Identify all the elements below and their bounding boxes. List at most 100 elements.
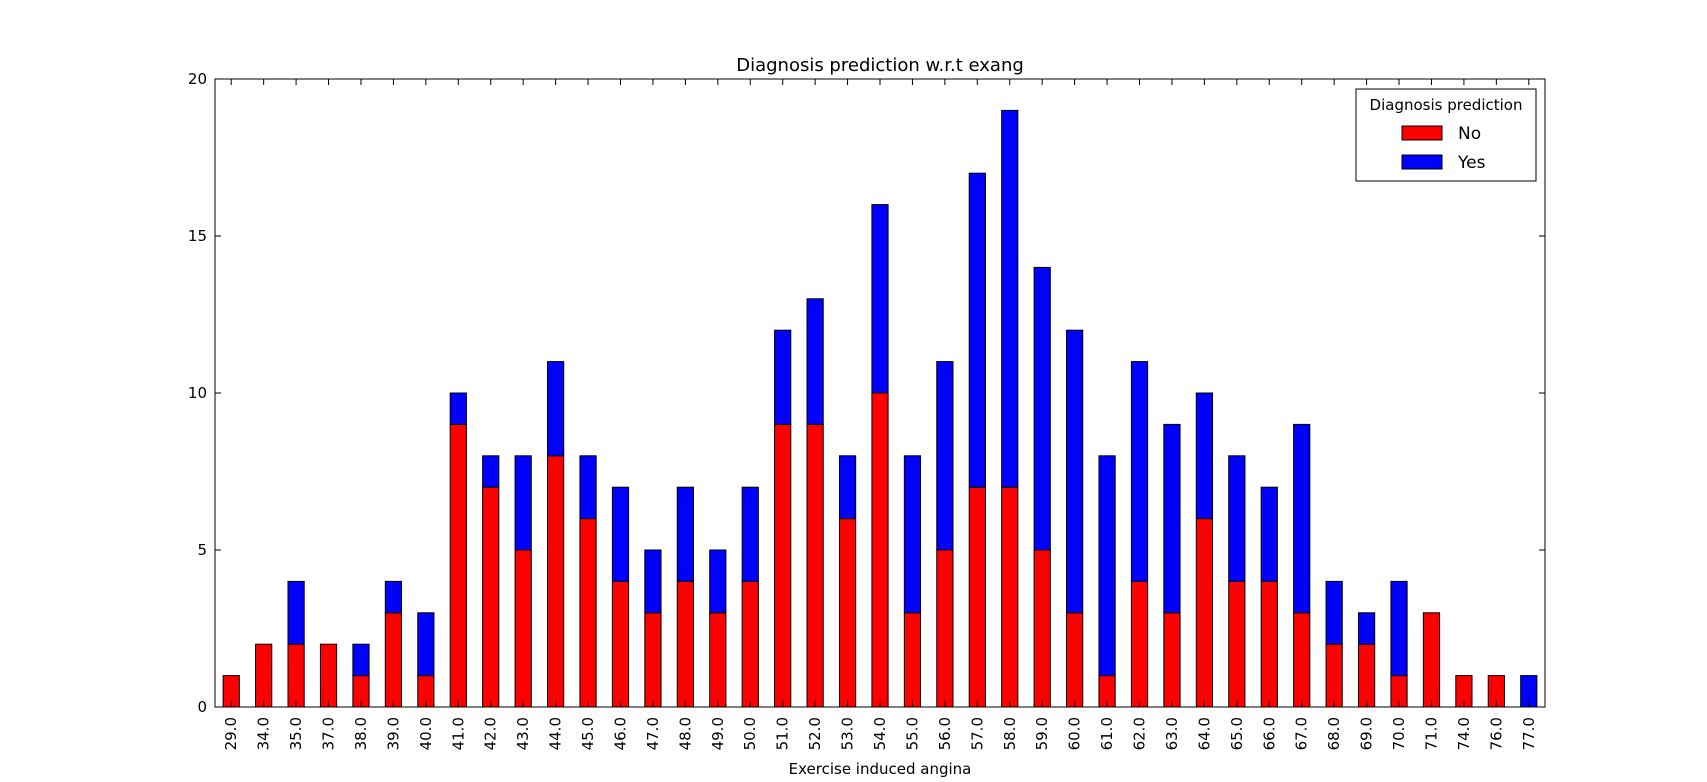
bars-layer bbox=[222, 109, 1538, 708]
x-tick-label: 48.0 bbox=[676, 717, 694, 750]
legend-title: Diagnosis prediction bbox=[1370, 96, 1523, 114]
x-tick-label: 50.0 bbox=[741, 717, 759, 750]
bar-yes-60.0 bbox=[1066, 329, 1084, 614]
bar-no-48.0 bbox=[676, 580, 694, 708]
x-tick-label: 42.0 bbox=[482, 717, 500, 750]
bar-no-54.0 bbox=[871, 392, 889, 708]
x-tick-label: 38.0 bbox=[352, 717, 370, 750]
x-axis-label: Exercise induced angina bbox=[789, 760, 972, 778]
bar-no-60.0 bbox=[1066, 612, 1084, 708]
x-tick-label: 67.0 bbox=[1293, 717, 1311, 750]
bar-yes-55.0 bbox=[903, 455, 922, 614]
bar-no-58.0 bbox=[1001, 486, 1019, 708]
x-tick-label: 40.0 bbox=[417, 717, 435, 750]
bar-yes-45.0 bbox=[579, 455, 597, 520]
legend-swatch-no bbox=[1401, 125, 1443, 141]
x-tick-label: 46.0 bbox=[611, 717, 629, 750]
x-tick-label: 47.0 bbox=[644, 717, 662, 750]
x-tick-label: 60.0 bbox=[1066, 717, 1084, 750]
x-tick-label: 61.0 bbox=[1098, 717, 1116, 750]
bar-no-62.0 bbox=[1130, 580, 1149, 708]
bar-yes-68.0 bbox=[1325, 580, 1343, 645]
legend: Diagnosis prediction No Yes bbox=[1355, 88, 1537, 182]
bar-yes-41.0 bbox=[449, 392, 467, 425]
bar-yes-39.0 bbox=[384, 580, 403, 614]
x-tick-label: 54.0 bbox=[871, 717, 889, 750]
x-tick-label: 56.0 bbox=[936, 717, 954, 750]
bar-yes-42.0 bbox=[482, 455, 500, 488]
bar-yes-51.0 bbox=[774, 329, 792, 425]
bar-no-64.0 bbox=[1195, 518, 1214, 708]
bar-no-42.0 bbox=[482, 486, 500, 708]
bar-yes-56.0 bbox=[936, 361, 954, 551]
y-tick-label: 20 bbox=[188, 70, 207, 88]
x-tick-label: 34.0 bbox=[255, 717, 273, 750]
bar-yes-65.0 bbox=[1228, 455, 1246, 582]
bar-yes-53.0 bbox=[838, 455, 857, 520]
bar-no-35.0 bbox=[287, 643, 305, 708]
x-tick-label: 37.0 bbox=[320, 717, 338, 750]
y-tick-label: 0 bbox=[197, 698, 207, 716]
x-tick-label: 29.0 bbox=[222, 717, 240, 750]
x-tick-label: 68.0 bbox=[1325, 717, 1343, 750]
bar-yes-57.0 bbox=[968, 172, 986, 488]
bar-yes-35.0 bbox=[287, 580, 305, 645]
legend-items: No Yes bbox=[1401, 124, 1486, 173]
bar-yes-49.0 bbox=[709, 549, 727, 614]
bar-yes-61.0 bbox=[1098, 455, 1116, 677]
x-tick-label: 35.0 bbox=[287, 717, 305, 750]
legend-box bbox=[1355, 88, 1537, 182]
bar-no-69.0 bbox=[1357, 643, 1376, 708]
bar-no-43.0 bbox=[514, 549, 532, 708]
legend-label-no: No bbox=[1458, 124, 1481, 144]
bar-no-49.0 bbox=[709, 612, 727, 708]
bar-no-39.0 bbox=[384, 612, 403, 708]
bar-no-66.0 bbox=[1260, 580, 1278, 708]
bar-yes-47.0 bbox=[644, 549, 662, 614]
legend-label-yes: Yes bbox=[1457, 153, 1486, 173]
bar-no-67.0 bbox=[1293, 612, 1311, 708]
bar-yes-50.0 bbox=[741, 486, 759, 582]
bar-yes-43.0 bbox=[514, 455, 532, 551]
bar-no-47.0 bbox=[644, 612, 662, 708]
y-tick-label: 15 bbox=[188, 227, 207, 245]
bar-yes-40.0 bbox=[417, 612, 435, 677]
x-tick-label: 52.0 bbox=[806, 717, 824, 750]
bar-no-71.0 bbox=[1422, 612, 1441, 708]
x-tick-label: 62.0 bbox=[1131, 717, 1149, 750]
bar-no-50.0 bbox=[741, 580, 759, 708]
bar-no-68.0 bbox=[1325, 643, 1343, 708]
x-tick-label: 59.0 bbox=[1033, 717, 1051, 750]
bar-yes-69.0 bbox=[1357, 612, 1376, 645]
x-axis-ticks: 29.0 34.0 35.0 37.0 38.0 39.0 40.0 41.0 42.0 43.0… bbox=[222, 79, 1538, 750]
bar-yes-66.0 bbox=[1260, 486, 1278, 582]
x-tick-label: 45.0 bbox=[579, 717, 597, 750]
bar-yes-63.0 bbox=[1163, 423, 1181, 614]
bar-no-65.0 bbox=[1228, 580, 1246, 708]
bar-yes-44.0 bbox=[547, 361, 565, 457]
bar-no-44.0 bbox=[547, 455, 565, 708]
x-tick-label: 77.0 bbox=[1520, 717, 1538, 750]
x-tick-label: 39.0 bbox=[384, 717, 402, 750]
bar-yes-67.0 bbox=[1293, 423, 1311, 614]
x-tick-label: 69.0 bbox=[1358, 717, 1376, 750]
x-tick-label: 70.0 bbox=[1390, 717, 1408, 750]
x-tick-label: 76.0 bbox=[1487, 717, 1505, 750]
bar-no-37.0 bbox=[319, 643, 338, 708]
bar-no-34.0 bbox=[255, 643, 273, 708]
bar-yes-52.0 bbox=[806, 298, 824, 425]
bar-no-52.0 bbox=[806, 423, 824, 708]
x-tick-label: 74.0 bbox=[1455, 717, 1473, 750]
bar-no-53.0 bbox=[838, 518, 857, 708]
bar-yes-38.0 bbox=[352, 643, 370, 677]
x-tick-label: 44.0 bbox=[547, 717, 565, 750]
bar-yes-59.0 bbox=[1033, 266, 1051, 551]
x-tick-label: 43.0 bbox=[514, 717, 532, 750]
bar-no-51.0 bbox=[774, 423, 792, 708]
plot-frame bbox=[214, 78, 1546, 708]
bar-yes-64.0 bbox=[1195, 392, 1214, 520]
x-tick-label: 49.0 bbox=[709, 717, 727, 750]
bar-yes-58.0 bbox=[1001, 109, 1019, 488]
bar-no-57.0 bbox=[968, 486, 986, 708]
